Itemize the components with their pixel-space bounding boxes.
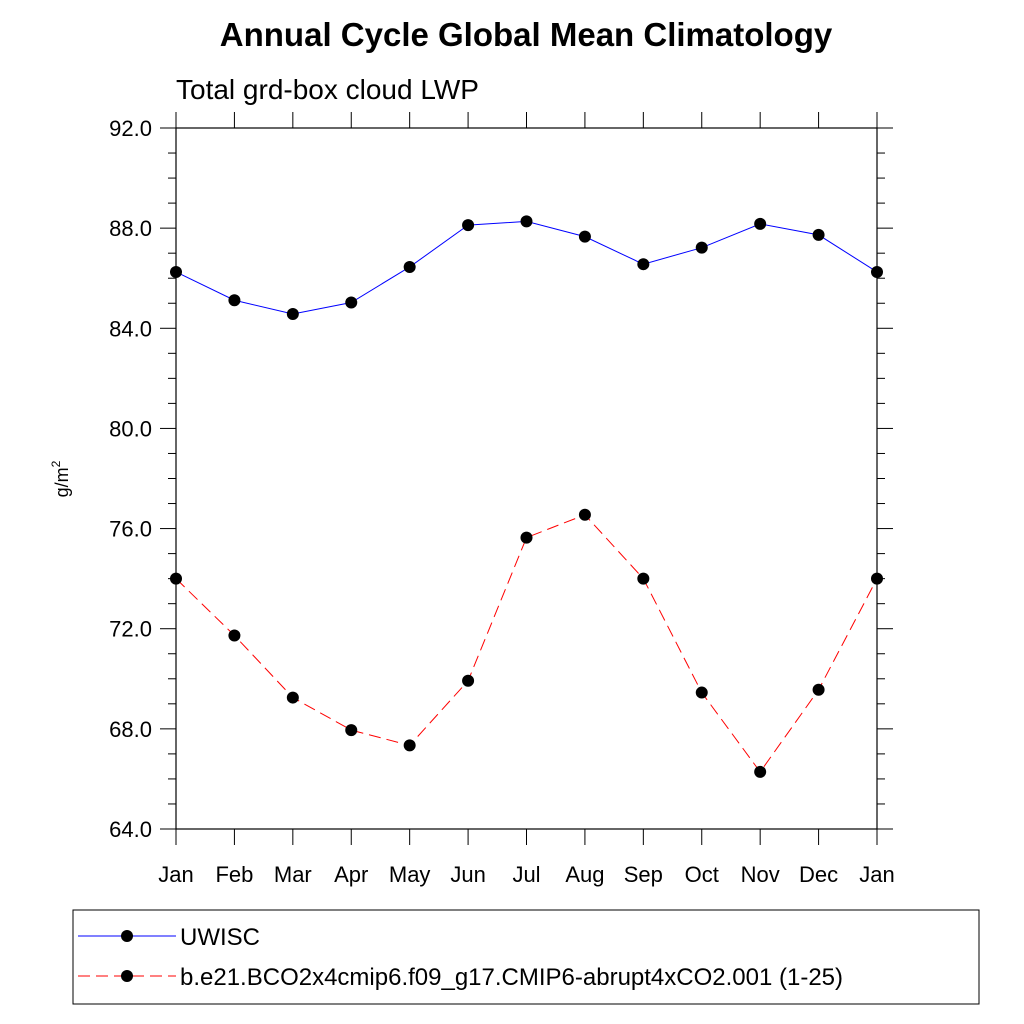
data-point [345, 724, 358, 737]
data-point [754, 217, 767, 230]
y-tick-label: 92.0 [109, 116, 152, 141]
legend-item-1: UWISC [78, 924, 260, 951]
x-tick-labels: Jan Feb Mar Apr May Jun Jul Aug Sep Oct Nov Dec Jan [158, 862, 894, 887]
x-tick-label: Jan [158, 862, 193, 887]
data-point [578, 230, 591, 243]
legend-box [72, 909, 980, 1005]
y-tick-label: 68.0 [109, 717, 152, 742]
legend: UWISC b.e21.BCO2x4cmip6.f09_g17.CMIP6-abr… [72, 909, 980, 1005]
series-line [175, 220, 878, 315]
y-tick-label: 88.0 [109, 216, 152, 241]
x-tick-label: Aug [565, 862, 604, 887]
chart-subtitle: Total grd-box cloud LWP [176, 74, 479, 105]
y-tick-label: 84.0 [109, 316, 152, 341]
x-tick-label: Nov [741, 862, 780, 887]
x-tick-label: Oct [685, 862, 719, 887]
x-tick-label: Mar [274, 862, 312, 887]
data-point [637, 572, 650, 585]
chart-title: Annual Cycle Global Mean Climatology [220, 16, 833, 53]
legend-item-2: b.e21.BCO2x4cmip6.f09_g17.CMIP6-abrupt4x… [78, 964, 843, 991]
data-point [871, 572, 883, 585]
data-point [345, 296, 358, 309]
data-point [403, 739, 416, 752]
data-point [403, 260, 416, 273]
series-layer [170, 215, 883, 778]
data-point [637, 258, 650, 271]
data-point [695, 686, 708, 699]
data-point [170, 265, 182, 278]
x-tick-label: Sep [624, 862, 663, 887]
data-point [286, 691, 299, 704]
data-point [520, 531, 533, 544]
legend-label: b.e21.BCO2x4cmip6.f09_g17.CMIP6-abrupt4x… [180, 964, 843, 991]
y-axis-label-base: g/m [52, 467, 72, 497]
legend-marker [121, 970, 133, 982]
data-point [754, 765, 767, 778]
x-tick-label: Jun [450, 862, 485, 887]
data-point [286, 308, 299, 321]
series-line [175, 514, 878, 773]
data-point [462, 219, 475, 232]
x-tick-label: May [389, 862, 431, 887]
x-tick-label: Feb [215, 862, 253, 887]
data-point [228, 294, 241, 307]
y-tick-labels: 64.0 68.0 72.0 76.0 80.0 84.0 88.0 92.0 [109, 116, 152, 842]
y-axis-label: g/m2 [49, 460, 72, 497]
plot-area-border [175, 127, 878, 830]
data-point [695, 241, 708, 254]
series-1 [170, 215, 883, 321]
data-point [228, 629, 241, 642]
x-tick-label: Apr [334, 862, 368, 887]
y-tick-label: 76.0 [109, 517, 152, 542]
plot-frame [175, 127, 878, 830]
y-axis-label-superscript: 2 [49, 460, 63, 467]
x-tick-label: Dec [799, 862, 838, 887]
legend-label: UWISC [180, 924, 260, 951]
data-point [520, 215, 533, 228]
x-tick-label: Jul [512, 862, 540, 887]
data-point [812, 683, 825, 696]
y-tick-label: 80.0 [109, 416, 152, 441]
y-tick-label: 72.0 [109, 617, 152, 642]
series-2 [170, 508, 883, 778]
data-point [170, 572, 182, 585]
legend-marker [121, 930, 133, 942]
axis-ticks [160, 112, 893, 845]
x-tick-label: Jan [859, 862, 894, 887]
data-point [578, 508, 591, 521]
data-point [871, 265, 883, 278]
y-tick-label: 64.0 [109, 817, 152, 842]
data-point [812, 228, 825, 241]
data-point [462, 674, 475, 687]
